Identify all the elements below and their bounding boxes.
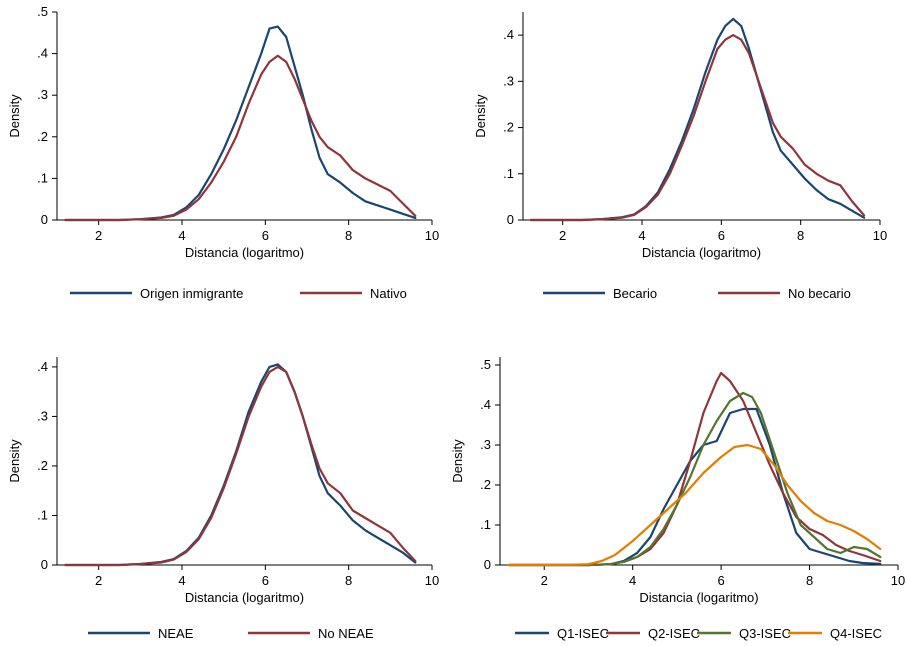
- y-axis-title: Density: [7, 94, 22, 138]
- y-tick-label: .3: [37, 87, 48, 102]
- x-axis-title: Distancia (logaritmo): [642, 245, 761, 260]
- x-axis-title: Distancia (logaritmo): [639, 590, 758, 605]
- series-line-1: [507, 407, 882, 567]
- x-tick-label: 4: [178, 228, 185, 243]
- y-tick-label: 0: [41, 212, 48, 227]
- x-tick-label: 6: [718, 228, 725, 243]
- y-tick-label: .5: [37, 4, 48, 19]
- y-tick-label: .1: [503, 166, 514, 181]
- y-tick-label: .1: [37, 170, 48, 185]
- y-tick-label: .2: [480, 477, 491, 492]
- x-tick-label: 8: [797, 228, 804, 243]
- y-tick-label: .1: [37, 507, 48, 522]
- x-axis-title: Distancia (logaritmo): [185, 590, 304, 605]
- y-tick-label: .4: [37, 359, 48, 374]
- y-tick-label: 0: [507, 212, 514, 227]
- x-tick-label: 2: [95, 228, 102, 243]
- y-tick-label: .2: [37, 458, 48, 473]
- chart-panel-2: 0 .1 .2 .3 .4 2 4 6 8 10 Distancia (logaritmo) Dens…: [473, 12, 887, 301]
- series-line-1: [64, 363, 417, 567]
- legend: Becario No becario: [543, 286, 851, 301]
- y-tick-label: .4: [503, 27, 514, 42]
- legend: Q1-ISEC Q2-ISEC Q3-ISEC Q4-ISEC: [515, 626, 882, 641]
- legend-label: Q4-ISEC: [830, 626, 882, 641]
- legend-label: Becario: [613, 286, 657, 301]
- y-tick-label: .3: [503, 73, 514, 88]
- x-tick-label: 10: [425, 573, 439, 588]
- x-tick-label: 6: [717, 573, 724, 588]
- chart-panel-4: 0 .1 .2 .3 .4 .5 2 4 6 8 10 Distancia (logaritmo) De…: [450, 357, 905, 641]
- y-tick-label: .3: [480, 437, 491, 452]
- y-axis-title: Density: [473, 94, 488, 138]
- legend-label: Q2-ISEC: [648, 626, 700, 641]
- legend-label: Origen inmigrante: [140, 286, 243, 301]
- legend-label: No NEAE: [318, 626, 374, 641]
- y-tick-label: .4: [37, 46, 48, 61]
- x-tick-label: 8: [345, 228, 352, 243]
- x-tick-label: 8: [806, 573, 813, 588]
- legend-label: Q1-ISEC: [557, 626, 609, 641]
- y-tick-label: 0: [41, 557, 48, 572]
- legend: Origen inmigrante Nativo: [70, 286, 407, 301]
- y-tick-label: .2: [37, 129, 48, 144]
- series-line-1: [529, 17, 866, 222]
- y-tick-label: .3: [37, 408, 48, 423]
- x-tick-label: 4: [638, 228, 645, 243]
- x-tick-label: 4: [178, 573, 185, 588]
- x-tick-label: 6: [262, 228, 269, 243]
- chart-panel-1: 0 .1 .2 .3 .4 .5 2 4 6 8 10 Distancia (logaritmo) De…: [7, 4, 439, 301]
- x-tick-label: 10: [873, 228, 887, 243]
- x-tick-label: 2: [559, 228, 566, 243]
- y-tick-label: .4: [480, 397, 491, 412]
- y-tick-label: .2: [503, 120, 514, 135]
- y-tick-label: 0: [484, 557, 491, 572]
- series-line-4: [507, 443, 882, 567]
- x-tick-label: 10: [425, 228, 439, 243]
- y-axis-title: Density: [7, 439, 22, 483]
- y-tick-label: .5: [480, 357, 491, 372]
- y-axis-title: Density: [450, 439, 465, 483]
- series-line-2: [529, 33, 866, 222]
- legend-label: No becario: [788, 286, 851, 301]
- legend: NEAE No NEAE: [88, 626, 374, 641]
- x-tick-label: 10: [891, 573, 905, 588]
- y-tick-label: .1: [480, 517, 491, 532]
- x-tick-label: 6: [262, 573, 269, 588]
- x-axis-title: Distancia (logaritmo): [185, 245, 304, 260]
- series-line-2: [64, 54, 417, 222]
- series-line-3: [507, 391, 882, 567]
- x-tick-label: 2: [95, 573, 102, 588]
- legend-label: Q3-ISEC: [739, 626, 791, 641]
- x-tick-label: 4: [629, 573, 636, 588]
- x-tick-label: 8: [345, 573, 352, 588]
- legend-label: Nativo: [370, 286, 407, 301]
- series-line-2: [64, 365, 417, 567]
- chart-panel-3: 0 .1 .2 .3 .4 2 4 6 8 10 Distancia (logaritmo) Dens…: [7, 357, 439, 641]
- x-tick-label: 2: [541, 573, 548, 588]
- legend-label: NEAE: [158, 626, 194, 641]
